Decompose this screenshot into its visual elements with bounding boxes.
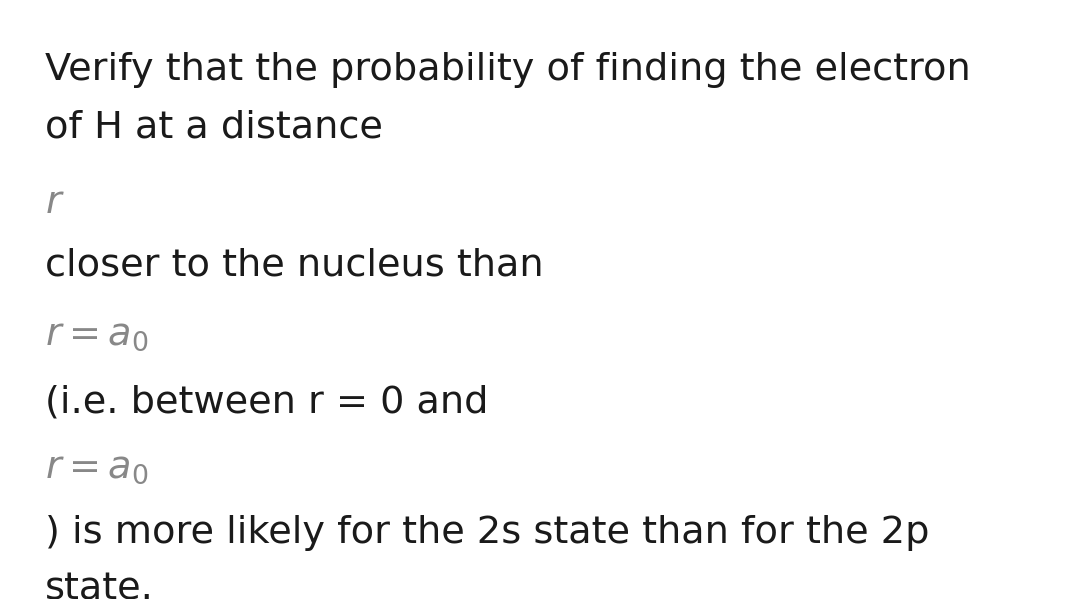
Text: (i.e. between r = 0 and: (i.e. between r = 0 and xyxy=(45,385,488,421)
Text: $r = a_0$: $r = a_0$ xyxy=(45,317,148,353)
Text: of H at a distance: of H at a distance xyxy=(45,110,383,146)
Text: closer to the nucleus than: closer to the nucleus than xyxy=(45,247,543,283)
Text: $r = a_0$: $r = a_0$ xyxy=(45,450,148,486)
Text: $r$: $r$ xyxy=(45,185,65,221)
Text: Verify that the probability of finding the electron: Verify that the probability of finding t… xyxy=(45,52,971,88)
Text: state.: state. xyxy=(45,572,153,599)
Text: ) is more likely for the 2s state than for the 2p: ) is more likely for the 2s state than f… xyxy=(45,515,930,551)
